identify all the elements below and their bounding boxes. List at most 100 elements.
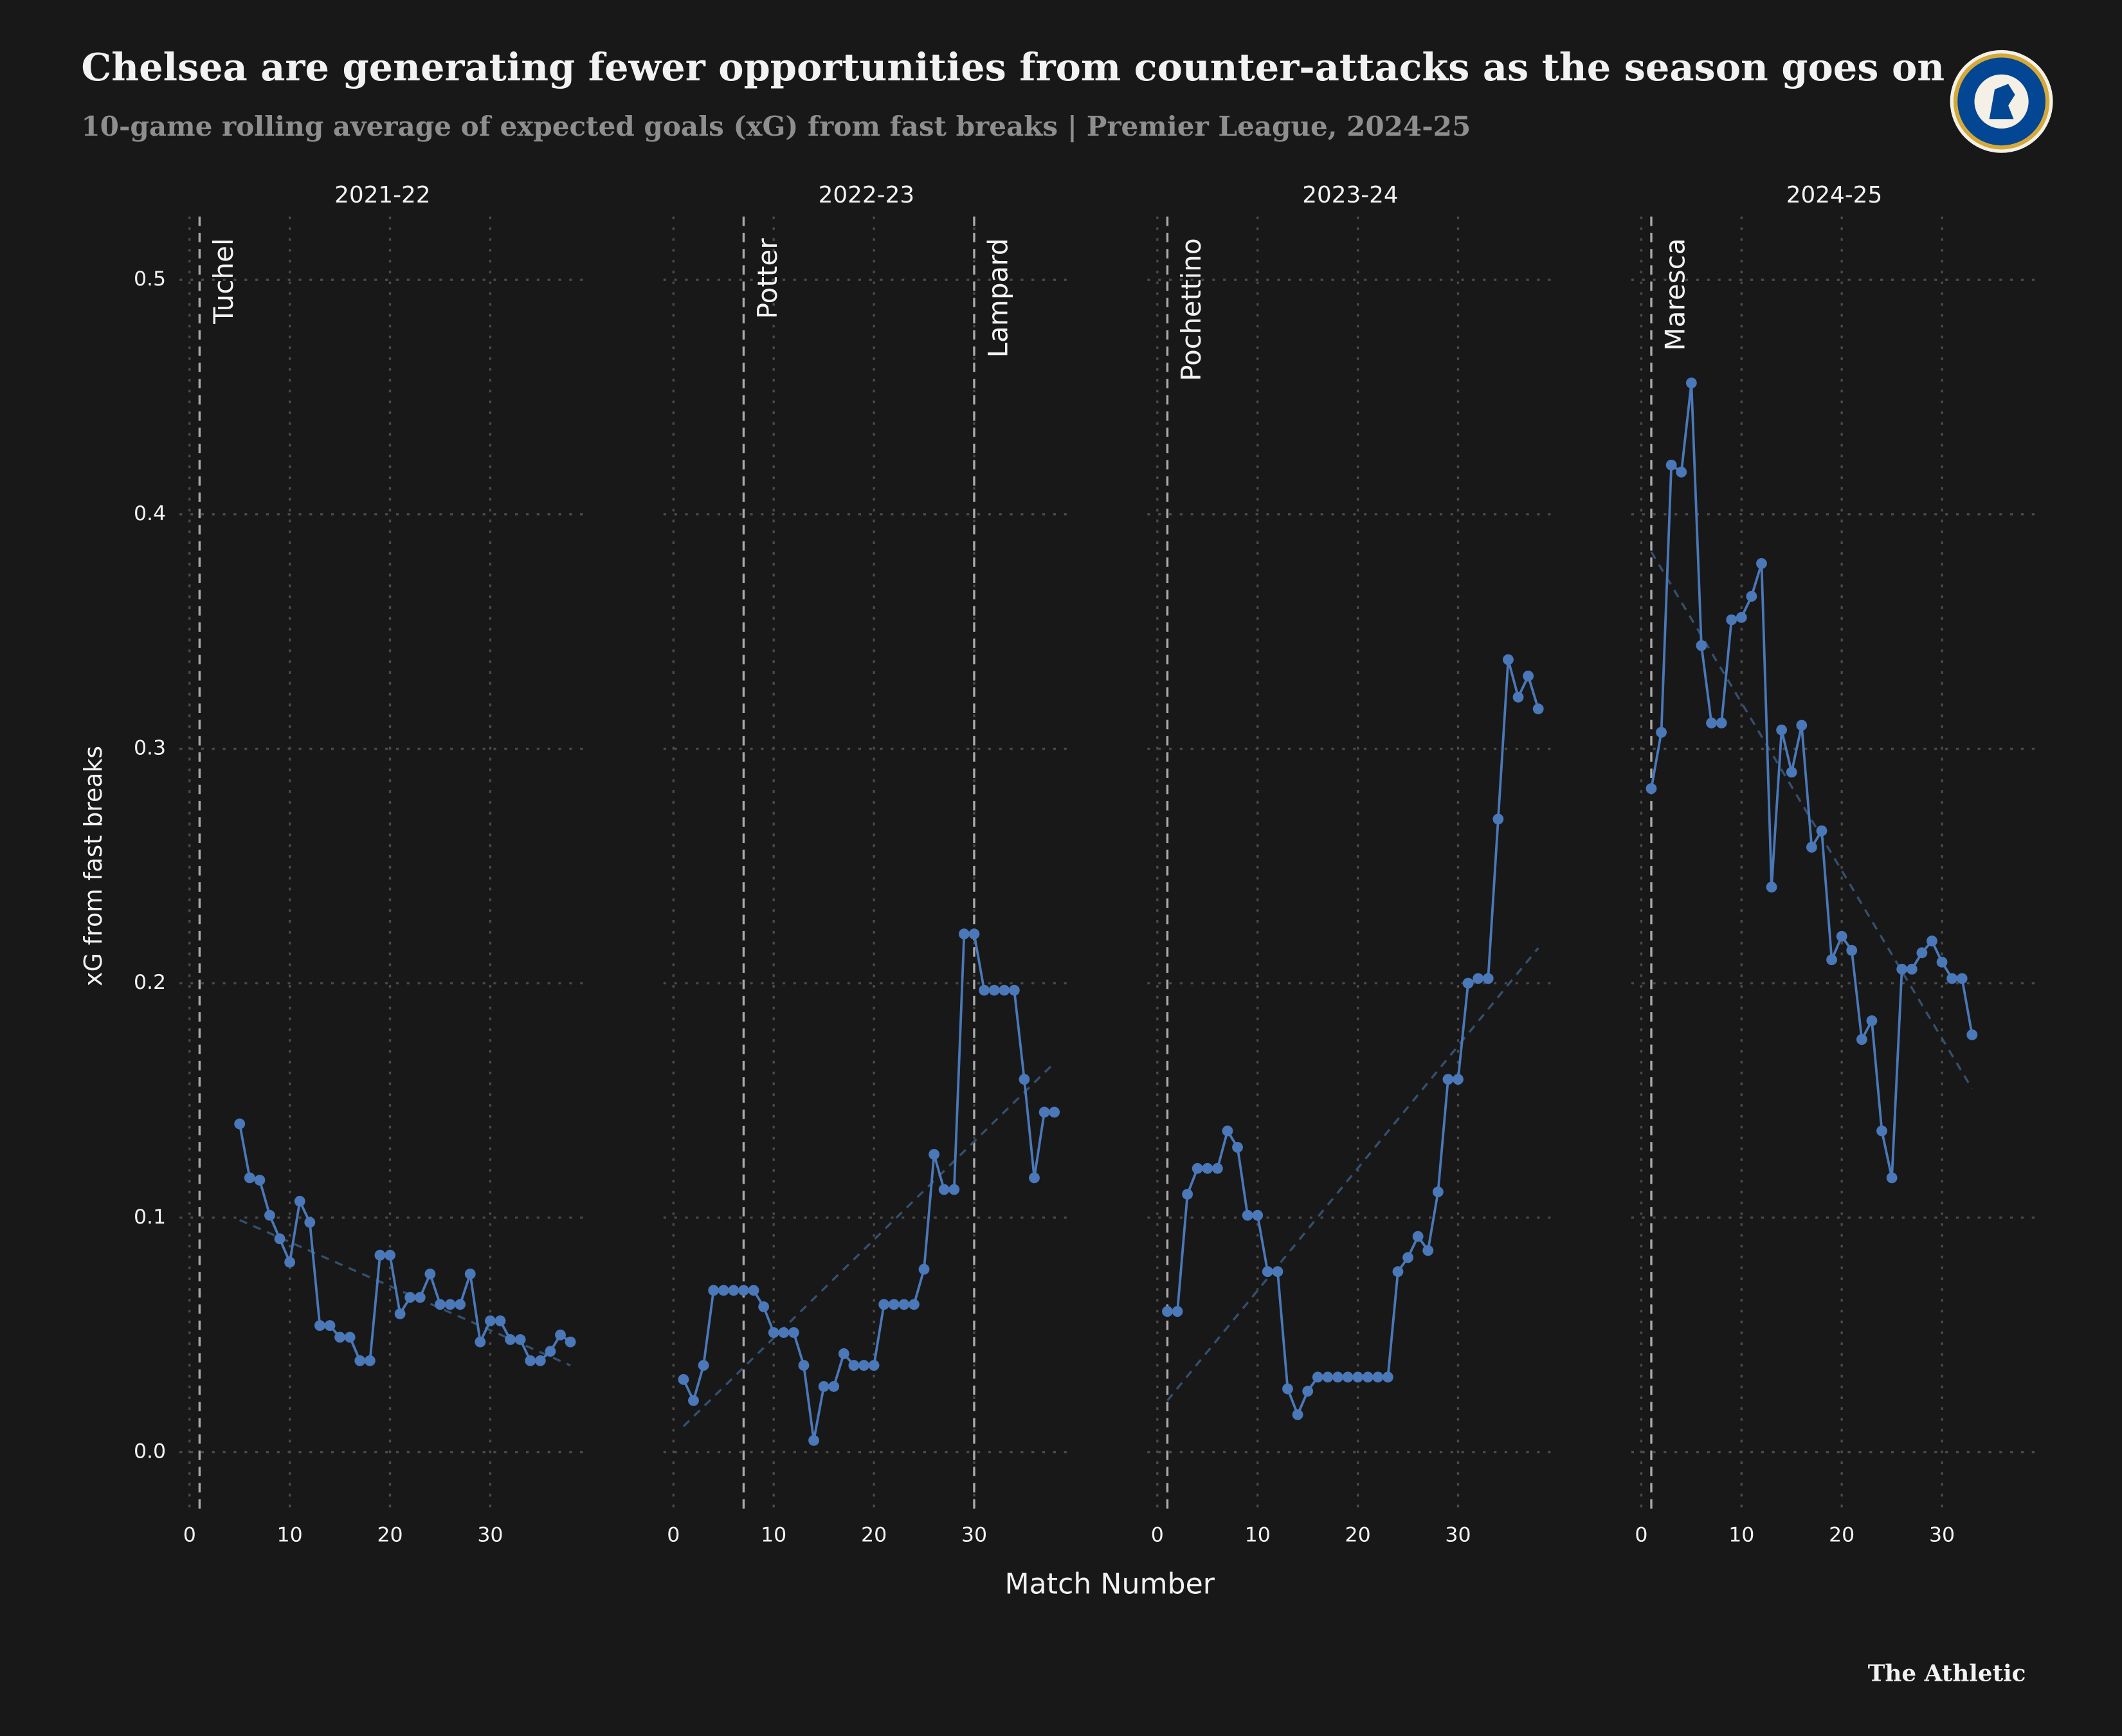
manager-label: Lampard — [982, 238, 1013, 357]
data-point — [708, 1285, 720, 1296]
data-point — [1372, 1371, 1384, 1383]
data-point — [385, 1249, 395, 1261]
data-point — [475, 1336, 486, 1348]
data-point — [1453, 1074, 1464, 1085]
data-point — [788, 1327, 799, 1338]
panel-title: 2023-24 — [1302, 182, 1398, 208]
data-point — [1646, 783, 1657, 794]
data-point — [404, 1292, 416, 1303]
data-point — [1966, 1029, 1978, 1040]
data-point — [1776, 724, 1788, 736]
data-point — [1192, 1162, 1203, 1174]
data-point — [1946, 973, 1958, 984]
data-point — [435, 1299, 446, 1310]
data-point — [1262, 1266, 1273, 1278]
data-point — [778, 1327, 790, 1338]
data-point — [838, 1348, 849, 1359]
source: The Athletic — [1868, 1659, 2026, 1686]
x-tick-label: 20 — [861, 1524, 887, 1547]
data-point — [748, 1285, 759, 1296]
data-point — [678, 1374, 689, 1385]
data-point — [1866, 1015, 1878, 1026]
data-point — [728, 1285, 739, 1296]
data-point — [858, 1360, 869, 1371]
data-point — [1766, 882, 1777, 893]
x-tick-label: 0 — [183, 1524, 196, 1547]
data-point — [1332, 1371, 1343, 1383]
x-tick-label: 0 — [1151, 1524, 1164, 1547]
x-tick-label: 10 — [761, 1524, 786, 1547]
data-point — [324, 1320, 336, 1332]
data-point — [938, 1184, 950, 1195]
x-tick-label: 30 — [961, 1524, 987, 1547]
y-axis-label: xG from fast breaks — [79, 746, 107, 986]
data-point — [1442, 1074, 1454, 1085]
data-point — [514, 1334, 526, 1345]
data-point — [464, 1268, 476, 1279]
data-point — [284, 1256, 296, 1268]
data-point — [484, 1315, 496, 1326]
data-point — [1512, 691, 1524, 703]
data-point — [918, 1263, 930, 1275]
data-point — [1826, 954, 1837, 966]
data-point — [1676, 466, 1687, 478]
data-point — [1222, 1125, 1233, 1137]
data-point — [1402, 1252, 1413, 1263]
data-point — [758, 1301, 770, 1312]
panel-title: 2021-22 — [334, 182, 430, 208]
data-point — [1846, 945, 1858, 956]
data-point — [1292, 1409, 1303, 1420]
data-point — [1232, 1142, 1243, 1153]
data-point — [1352, 1371, 1364, 1383]
data-point — [1796, 719, 1808, 731]
x-tick-label: 30 — [477, 1524, 503, 1547]
data-point — [798, 1360, 810, 1371]
data-point — [1523, 671, 1534, 682]
data-point — [1685, 377, 1697, 389]
manager-label: Tuchel — [208, 238, 239, 324]
data-point — [1886, 1172, 1898, 1184]
data-point — [1726, 614, 1737, 626]
data-point — [1876, 1125, 1887, 1137]
data-point — [444, 1299, 456, 1310]
data-point — [294, 1195, 305, 1207]
data-point — [1492, 813, 1504, 825]
data-point — [1019, 1074, 1030, 1085]
data-point — [565, 1336, 576, 1348]
data-point — [948, 1184, 960, 1195]
trend-line — [682, 1062, 1055, 1427]
data-point — [314, 1320, 325, 1332]
data-point — [1746, 591, 1757, 602]
y-tick-label: 0.0 — [134, 1440, 166, 1463]
x-tick-label: 20 — [1345, 1524, 1371, 1547]
x-tick-label: 10 — [277, 1524, 303, 1547]
data-point — [1806, 842, 1817, 853]
x-tick-label: 10 — [1728, 1524, 1754, 1547]
data-point — [1172, 1306, 1183, 1317]
data-point — [818, 1380, 830, 1392]
x-tick-label: 0 — [1635, 1524, 1647, 1547]
data-point — [828, 1380, 840, 1392]
y-tick-label: 0.4 — [134, 502, 166, 525]
trend-line — [1650, 551, 1973, 1090]
data-point — [525, 1355, 536, 1366]
data-point — [1252, 1209, 1264, 1221]
data-point — [1665, 459, 1677, 471]
x-tick-label: 20 — [377, 1524, 403, 1547]
data-point — [254, 1175, 266, 1186]
data-point — [1382, 1371, 1393, 1383]
data-point — [688, 1395, 699, 1406]
data-point — [808, 1434, 819, 1446]
data-point — [1756, 558, 1767, 569]
data-point — [304, 1216, 316, 1228]
data-point — [1211, 1162, 1223, 1174]
data-point — [1162, 1306, 1173, 1317]
data-point — [1896, 963, 1908, 975]
data-point — [374, 1249, 386, 1261]
data-point — [1202, 1162, 1213, 1174]
data-point — [1422, 1245, 1434, 1256]
data-point — [264, 1209, 275, 1221]
data-point — [1532, 703, 1544, 714]
data-point — [344, 1332, 356, 1343]
